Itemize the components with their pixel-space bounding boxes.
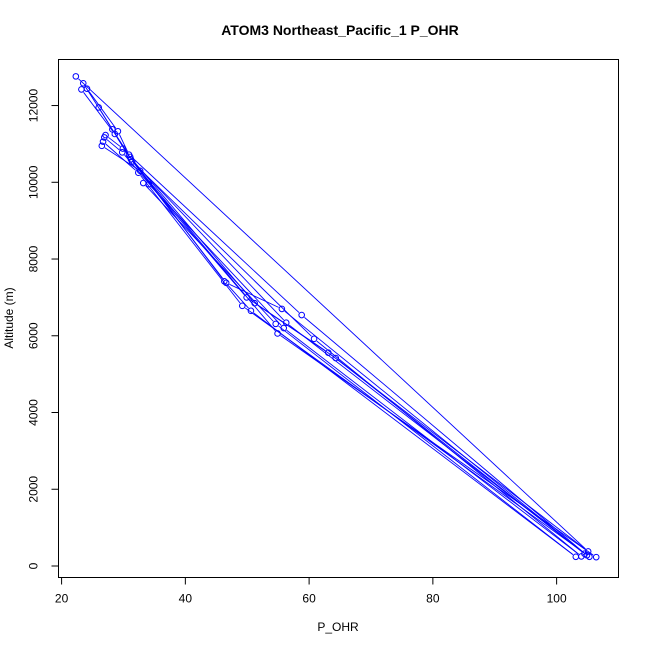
profile-segment xyxy=(119,134,128,152)
profile-segment xyxy=(304,317,585,554)
y-tick-label: 12000 xyxy=(27,89,41,123)
profile-segment xyxy=(78,78,586,550)
data-point xyxy=(135,169,142,176)
profile-segment xyxy=(284,310,582,552)
plot-frame xyxy=(58,59,619,578)
profile-segment xyxy=(288,324,585,554)
profile-segment xyxy=(286,329,579,555)
profile-segment xyxy=(131,156,300,313)
data-point xyxy=(99,138,107,145)
profile-segment xyxy=(133,161,285,321)
data-point xyxy=(79,79,87,87)
data-point xyxy=(78,86,85,93)
x-tick-label: 40 xyxy=(179,592,193,606)
data-point xyxy=(584,548,592,555)
y-tick-label: 2000 xyxy=(27,476,41,503)
data-point xyxy=(98,142,106,150)
data-point xyxy=(592,553,600,561)
profile-segment xyxy=(104,147,138,170)
data-point xyxy=(324,349,332,356)
data-point xyxy=(332,354,340,362)
data-point xyxy=(72,73,80,80)
data-point xyxy=(95,104,103,111)
profile-segment xyxy=(124,154,245,295)
profile-segment xyxy=(142,173,276,332)
y-tick-label: 4000 xyxy=(27,399,41,426)
profile-segment xyxy=(145,185,274,322)
y-tick-label: 0 xyxy=(27,562,41,569)
data-point xyxy=(118,149,126,156)
data-point xyxy=(282,319,290,327)
profile-lines xyxy=(78,78,594,556)
data-point xyxy=(145,180,153,188)
data-point xyxy=(238,302,246,310)
data-point xyxy=(221,277,228,285)
data-point xyxy=(139,179,147,187)
data-point xyxy=(272,320,279,328)
data-point xyxy=(572,553,580,561)
y-tick-label: 8000 xyxy=(27,245,41,272)
profile-segment xyxy=(88,91,117,129)
data-point xyxy=(247,307,255,315)
y-tick-label: 6000 xyxy=(27,322,41,349)
profile-segment xyxy=(278,325,574,555)
profile-segment xyxy=(253,312,574,555)
data-point xyxy=(102,131,109,139)
y-axis: 0 2000 4000 6000 8000 10000 12000 xyxy=(27,89,59,569)
data-point xyxy=(114,127,122,135)
profile-segment xyxy=(108,136,121,147)
data-point xyxy=(278,305,286,313)
y-axis-label: Altitude (m) xyxy=(2,287,16,348)
x-tick-label: 80 xyxy=(426,592,440,606)
data-point xyxy=(83,85,91,92)
chart-title: ATOM3 Northeast_Pacific_1 P_OHR xyxy=(221,22,459,38)
x-axis-label: P_OHR xyxy=(317,620,359,634)
profile-segment xyxy=(244,307,587,556)
data-point xyxy=(128,158,136,165)
data-point xyxy=(251,299,258,307)
data-point xyxy=(310,335,318,343)
profile-segment xyxy=(150,186,282,326)
x-tick-label: 20 xyxy=(55,592,69,606)
profile-segment xyxy=(134,163,312,337)
y-tick-label: 10000 xyxy=(27,165,41,199)
data-point xyxy=(280,324,288,332)
x-axis: 20 40 60 80 100 xyxy=(55,577,567,606)
data-point xyxy=(136,167,144,175)
profile-segment xyxy=(83,92,114,132)
profile-segment xyxy=(105,143,136,171)
data-point xyxy=(243,294,250,301)
data-point xyxy=(298,311,305,319)
x-tick-label: 60 xyxy=(302,592,316,606)
data-point xyxy=(222,279,230,287)
x-tick-label: 100 xyxy=(547,592,567,606)
profile-segment xyxy=(106,139,120,151)
data-point xyxy=(274,330,281,337)
data-points xyxy=(72,73,600,561)
data-point xyxy=(119,145,127,152)
